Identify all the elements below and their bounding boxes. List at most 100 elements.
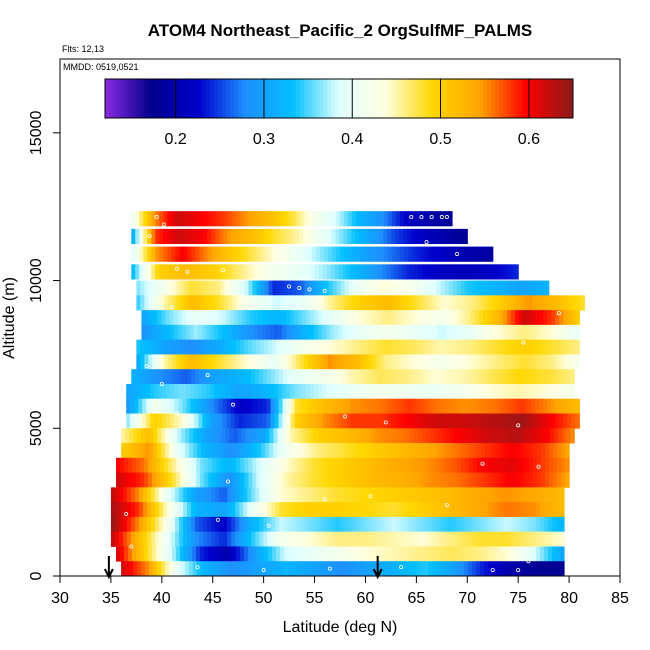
heatmap-cell (241, 324, 247, 341)
heatmap-cell (487, 516, 493, 533)
heatmap-cell (168, 295, 173, 311)
heatmap-cell (151, 502, 156, 518)
heatmap-cell (389, 443, 394, 459)
heatmap-cell (159, 487, 164, 503)
heatmap-cell (301, 428, 307, 444)
heatmap-cell (462, 310, 468, 326)
heatmap-cell (166, 383, 171, 400)
heatmap-cell (422, 324, 428, 341)
heatmap-cell (484, 561, 489, 577)
heatmap-cell (511, 516, 517, 533)
heatmap-cell (399, 516, 405, 533)
heatmap-cell (350, 324, 355, 341)
heatmap-cell (324, 280, 330, 296)
heatmap-cell (427, 339, 433, 355)
heatmap-cell (362, 324, 367, 341)
heatmap-cell (451, 487, 457, 503)
heatmap-cell (403, 228, 408, 245)
heatmap-cell (143, 246, 148, 262)
heatmap-cell (310, 413, 316, 429)
heatmap-cell (397, 443, 402, 459)
heatmap-cell (239, 502, 244, 518)
heatmap-cell (203, 369, 208, 385)
heatmap-cell (297, 443, 302, 459)
heatmap-cell (142, 398, 147, 414)
heatmap-cell (165, 428, 170, 444)
heatmap-cell (379, 228, 384, 245)
heatmap-cell (358, 264, 364, 280)
heatmap-cell (526, 383, 531, 400)
heatmap-cell (382, 310, 388, 326)
heatmap-cell (170, 398, 175, 414)
heatmap-cell (402, 398, 408, 414)
heatmap-cell (141, 310, 147, 326)
heatmap-cell (411, 502, 417, 518)
heatmap-cell (452, 472, 458, 488)
heatmap-cell (192, 472, 197, 488)
heatmap-cell (434, 324, 440, 341)
heatmap-cell (118, 531, 124, 547)
heatmap-cell (287, 246, 293, 262)
heatmap-cell (145, 561, 150, 577)
data-point (480, 461, 485, 466)
heatmap-cell (227, 531, 232, 547)
heatmap-cell (277, 443, 282, 459)
heatmap-cell (555, 487, 561, 503)
heatmap-cell (259, 211, 265, 227)
heatmap-cell (535, 398, 540, 414)
heatmap-cell (524, 546, 529, 562)
heatmap-cell (439, 228, 444, 245)
heatmap-cell (292, 280, 298, 296)
colorbar-segment (222, 79, 227, 118)
heatmap-cell (169, 324, 175, 341)
heatmap-cell (506, 264, 511, 280)
heatmap-cell (418, 369, 424, 385)
heatmap-cell (452, 546, 457, 562)
heatmap-cell (244, 546, 249, 562)
heatmap-cell (525, 443, 530, 459)
heatmap-cell (415, 502, 421, 518)
heatmap-cell (195, 516, 200, 533)
heatmap-cell (320, 561, 326, 577)
heatmap-cell (392, 472, 398, 488)
heatmap-cell (168, 457, 173, 473)
heatmap-cell (378, 413, 384, 429)
heatmap-cell (315, 211, 321, 227)
heatmap-cell (462, 369, 468, 385)
heatmap-cell (217, 310, 223, 326)
heatmap-cell (216, 457, 221, 473)
heatmap-cell (541, 457, 546, 473)
heatmap-cell (507, 339, 513, 355)
heatmap-cell (215, 246, 221, 262)
heatmap-cell (259, 487, 264, 503)
heatmap-cell (299, 339, 305, 355)
heatmap-cell (183, 246, 189, 262)
heatmap-cell (498, 383, 503, 400)
heatmap-cell (291, 516, 296, 533)
heatmap-cell (309, 428, 315, 444)
heatmap-cell (555, 310, 560, 326)
heatmap-cell (527, 487, 533, 503)
heatmap-cell (283, 246, 289, 262)
heatmap-cell (160, 295, 165, 311)
heatmap-cell (519, 354, 525, 370)
heatmap-cell (339, 354, 345, 370)
heatmap-cell (293, 428, 299, 444)
heatmap-cell (191, 502, 196, 518)
heatmap-cell (512, 457, 518, 473)
heatmap-cell (168, 354, 173, 370)
colorbar-segment (186, 79, 192, 118)
colorbar-tick-label: 0.5 (429, 131, 451, 148)
heatmap-cell (231, 531, 236, 547)
heatmap-cell (458, 264, 463, 280)
heatmap-cell (336, 295, 341, 311)
heatmap-cell (244, 561, 250, 577)
heatmap-cell (388, 457, 394, 473)
heatmap-cell (357, 443, 362, 459)
heatmap-cell (342, 264, 348, 280)
heatmap-cell (179, 531, 184, 547)
heatmap-cell (148, 280, 153, 296)
heatmap-cell (311, 354, 317, 370)
heatmap-cell (390, 383, 395, 400)
heatmap-cell (186, 398, 191, 414)
